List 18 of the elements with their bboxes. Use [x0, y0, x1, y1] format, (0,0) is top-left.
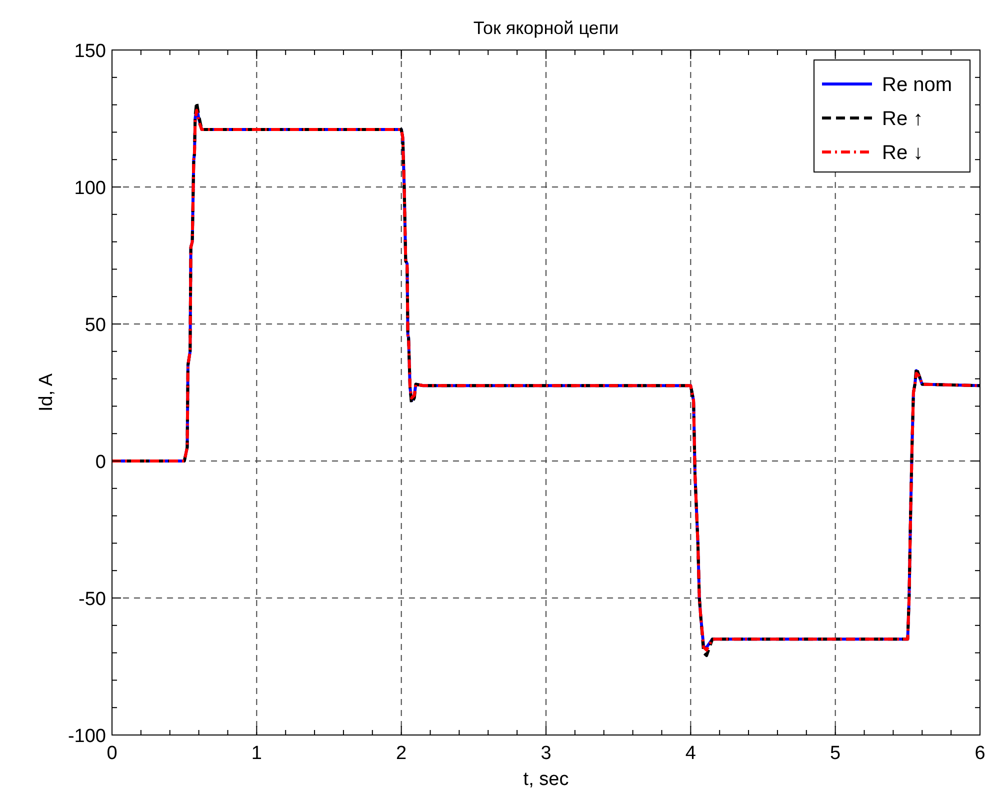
chart-title: Ток якорной цепи — [473, 18, 619, 38]
y-tick-label: 0 — [95, 452, 106, 473]
legend-label: Re nom — [882, 74, 952, 96]
x-tick-label: 4 — [685, 743, 696, 764]
y-tick-label: -50 — [78, 589, 106, 610]
y-axis-title: Id, A — [36, 373, 57, 412]
legend-label: Re ↑ — [882, 108, 924, 130]
y-tick-label: 100 — [74, 178, 106, 199]
y-tick-label: 150 — [74, 41, 106, 62]
x-tick-label: 1 — [251, 743, 262, 764]
x-tick-label: 2 — [396, 743, 407, 764]
legend-label: Re ↓ — [882, 142, 924, 164]
x-tick-label: 3 — [540, 743, 552, 764]
y-tick-label: 50 — [84, 315, 106, 336]
x-tick-label: 6 — [974, 743, 986, 764]
y-tick-label: -100 — [68, 726, 106, 747]
x-axis-title: t, sec — [523, 769, 569, 790]
x-tick-label: 5 — [830, 743, 841, 764]
